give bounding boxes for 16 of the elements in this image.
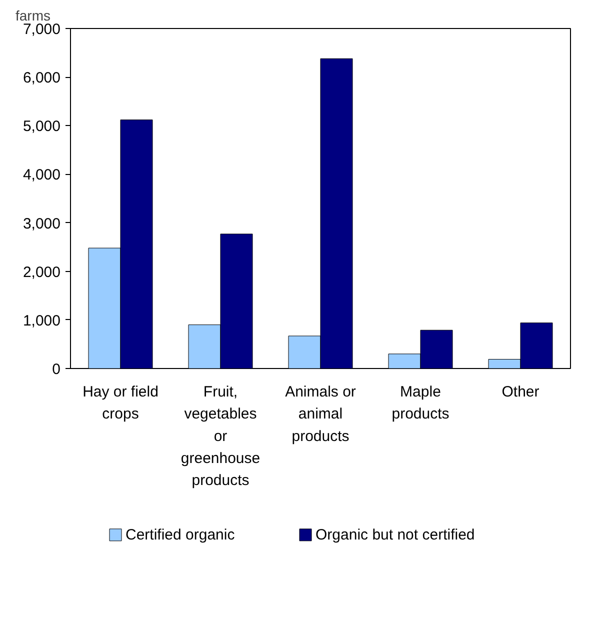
legend-label: Certified organic [126,526,236,544]
y-tick-label: 5,000 [22,118,61,136]
x-tick-label: Hay or field crops [82,384,158,423]
x-tick-label: Fruit, vegetables or greenhouse products [180,384,260,489]
legend-label: Organic but not certified [316,526,475,544]
y-tick-label: 1,000 [22,312,61,330]
x-tick-label: Animals or animal products [285,384,356,445]
y-tick-label: 4,000 [22,166,61,184]
y-tick-label: 7,000 [22,21,61,38]
x-tick-label: Other [502,384,540,401]
y-tick-label: 2,000 [22,264,61,281]
y-axis-title: farms [16,8,50,24]
x-tick-label: Maple products [392,384,450,423]
y-tick-label: 0 [52,361,60,378]
y-tick-label: 3,000 [22,215,61,232]
y-tick-label: 6,000 [22,70,61,87]
